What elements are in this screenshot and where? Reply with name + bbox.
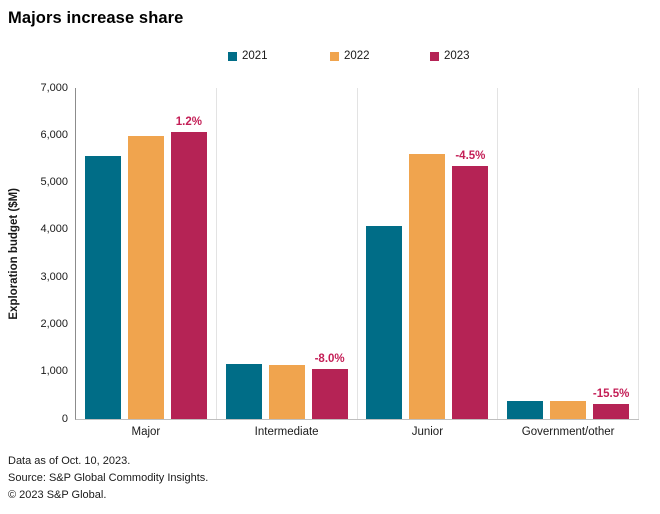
bar-2023-major: 1.2% — [170, 116, 207, 419]
category-panel-junior: -4.5% Junior — [358, 88, 499, 438]
legend-item-2021: 2021 — [228, 50, 268, 62]
category-panel-government-other: -15.5% Government/other — [498, 88, 639, 438]
bar-2023-junior: -4.5% — [452, 150, 489, 419]
x-category-label: Junior — [411, 426, 444, 438]
change-label-intermediate: -8.0% — [314, 352, 345, 365]
change-label-major: 1.2% — [175, 116, 202, 129]
bar-2022-major — [127, 135, 164, 419]
bar-2022-government-other — [550, 401, 587, 419]
bar-2021-junior — [366, 226, 403, 419]
legend-label-2021: 2021 — [242, 50, 268, 62]
bar-2021-intermediate — [225, 364, 262, 419]
y-tick-label: 0 — [61, 412, 68, 425]
change-label-government-other: -15.5% — [592, 387, 630, 400]
legend-item-2022: 2022 — [330, 50, 370, 62]
bar-2023-intermediate: -8.0% — [311, 353, 348, 419]
legend-item-2023: 2023 — [430, 50, 470, 62]
bar-2022-intermediate — [268, 364, 305, 419]
x-category-label: Major — [131, 426, 161, 438]
legend-swatch-2023-icon — [430, 51, 439, 61]
y-tick-label: 1,000 — [40, 365, 68, 378]
y-tick-label: 3,000 — [40, 270, 68, 283]
footer-line-source: Source: S&P Global Commodity Insights. — [8, 472, 209, 484]
footer-line-date: Data as of Oct. 10, 2023. — [8, 455, 131, 467]
category-panel-intermediate: -8.0% Intermediate — [217, 88, 358, 438]
y-axis-ticks: 0 1,000 2,000 3,000 4,000 5,000 6,000 7,000 — [0, 0, 68, 514]
legend: 2021 2022 2023 — [0, 50, 660, 64]
legend-label-2022: 2022 — [344, 50, 370, 62]
bar-2021-government-other — [507, 401, 544, 419]
y-tick-label: 6,000 — [40, 128, 68, 141]
y-tick-label: 4,000 — [40, 223, 68, 236]
change-label-junior: -4.5% — [455, 149, 486, 162]
category-panel-major: 1.2% Major — [76, 88, 217, 438]
y-tick-label: 5,000 — [40, 176, 68, 189]
bar-2023-government-other: -15.5% — [593, 388, 629, 419]
legend-swatch-2022-icon — [330, 51, 339, 61]
footer-line-copyright: © 2023 S&P Global. — [8, 489, 107, 501]
chart-title: Majors increase share — [8, 9, 184, 27]
x-category-label: Government/other — [521, 426, 615, 438]
x-category-label: Intermediate — [254, 426, 319, 438]
source-note: Data as of Oct. 10, 2023. Source: S&P Gl… — [8, 453, 208, 504]
plot-area: 1.2% Major -8.0% Intermediate -4.5% Junior -15… — [75, 88, 639, 438]
legend-label-2023: 2023 — [444, 50, 470, 62]
y-tick-label: 2,000 — [40, 317, 68, 330]
bar-2022-junior — [409, 153, 446, 419]
legend-swatch-2021-icon — [228, 51, 237, 61]
y-tick-label: 7,000 — [40, 81, 68, 94]
bar-2021-major — [84, 155, 121, 419]
